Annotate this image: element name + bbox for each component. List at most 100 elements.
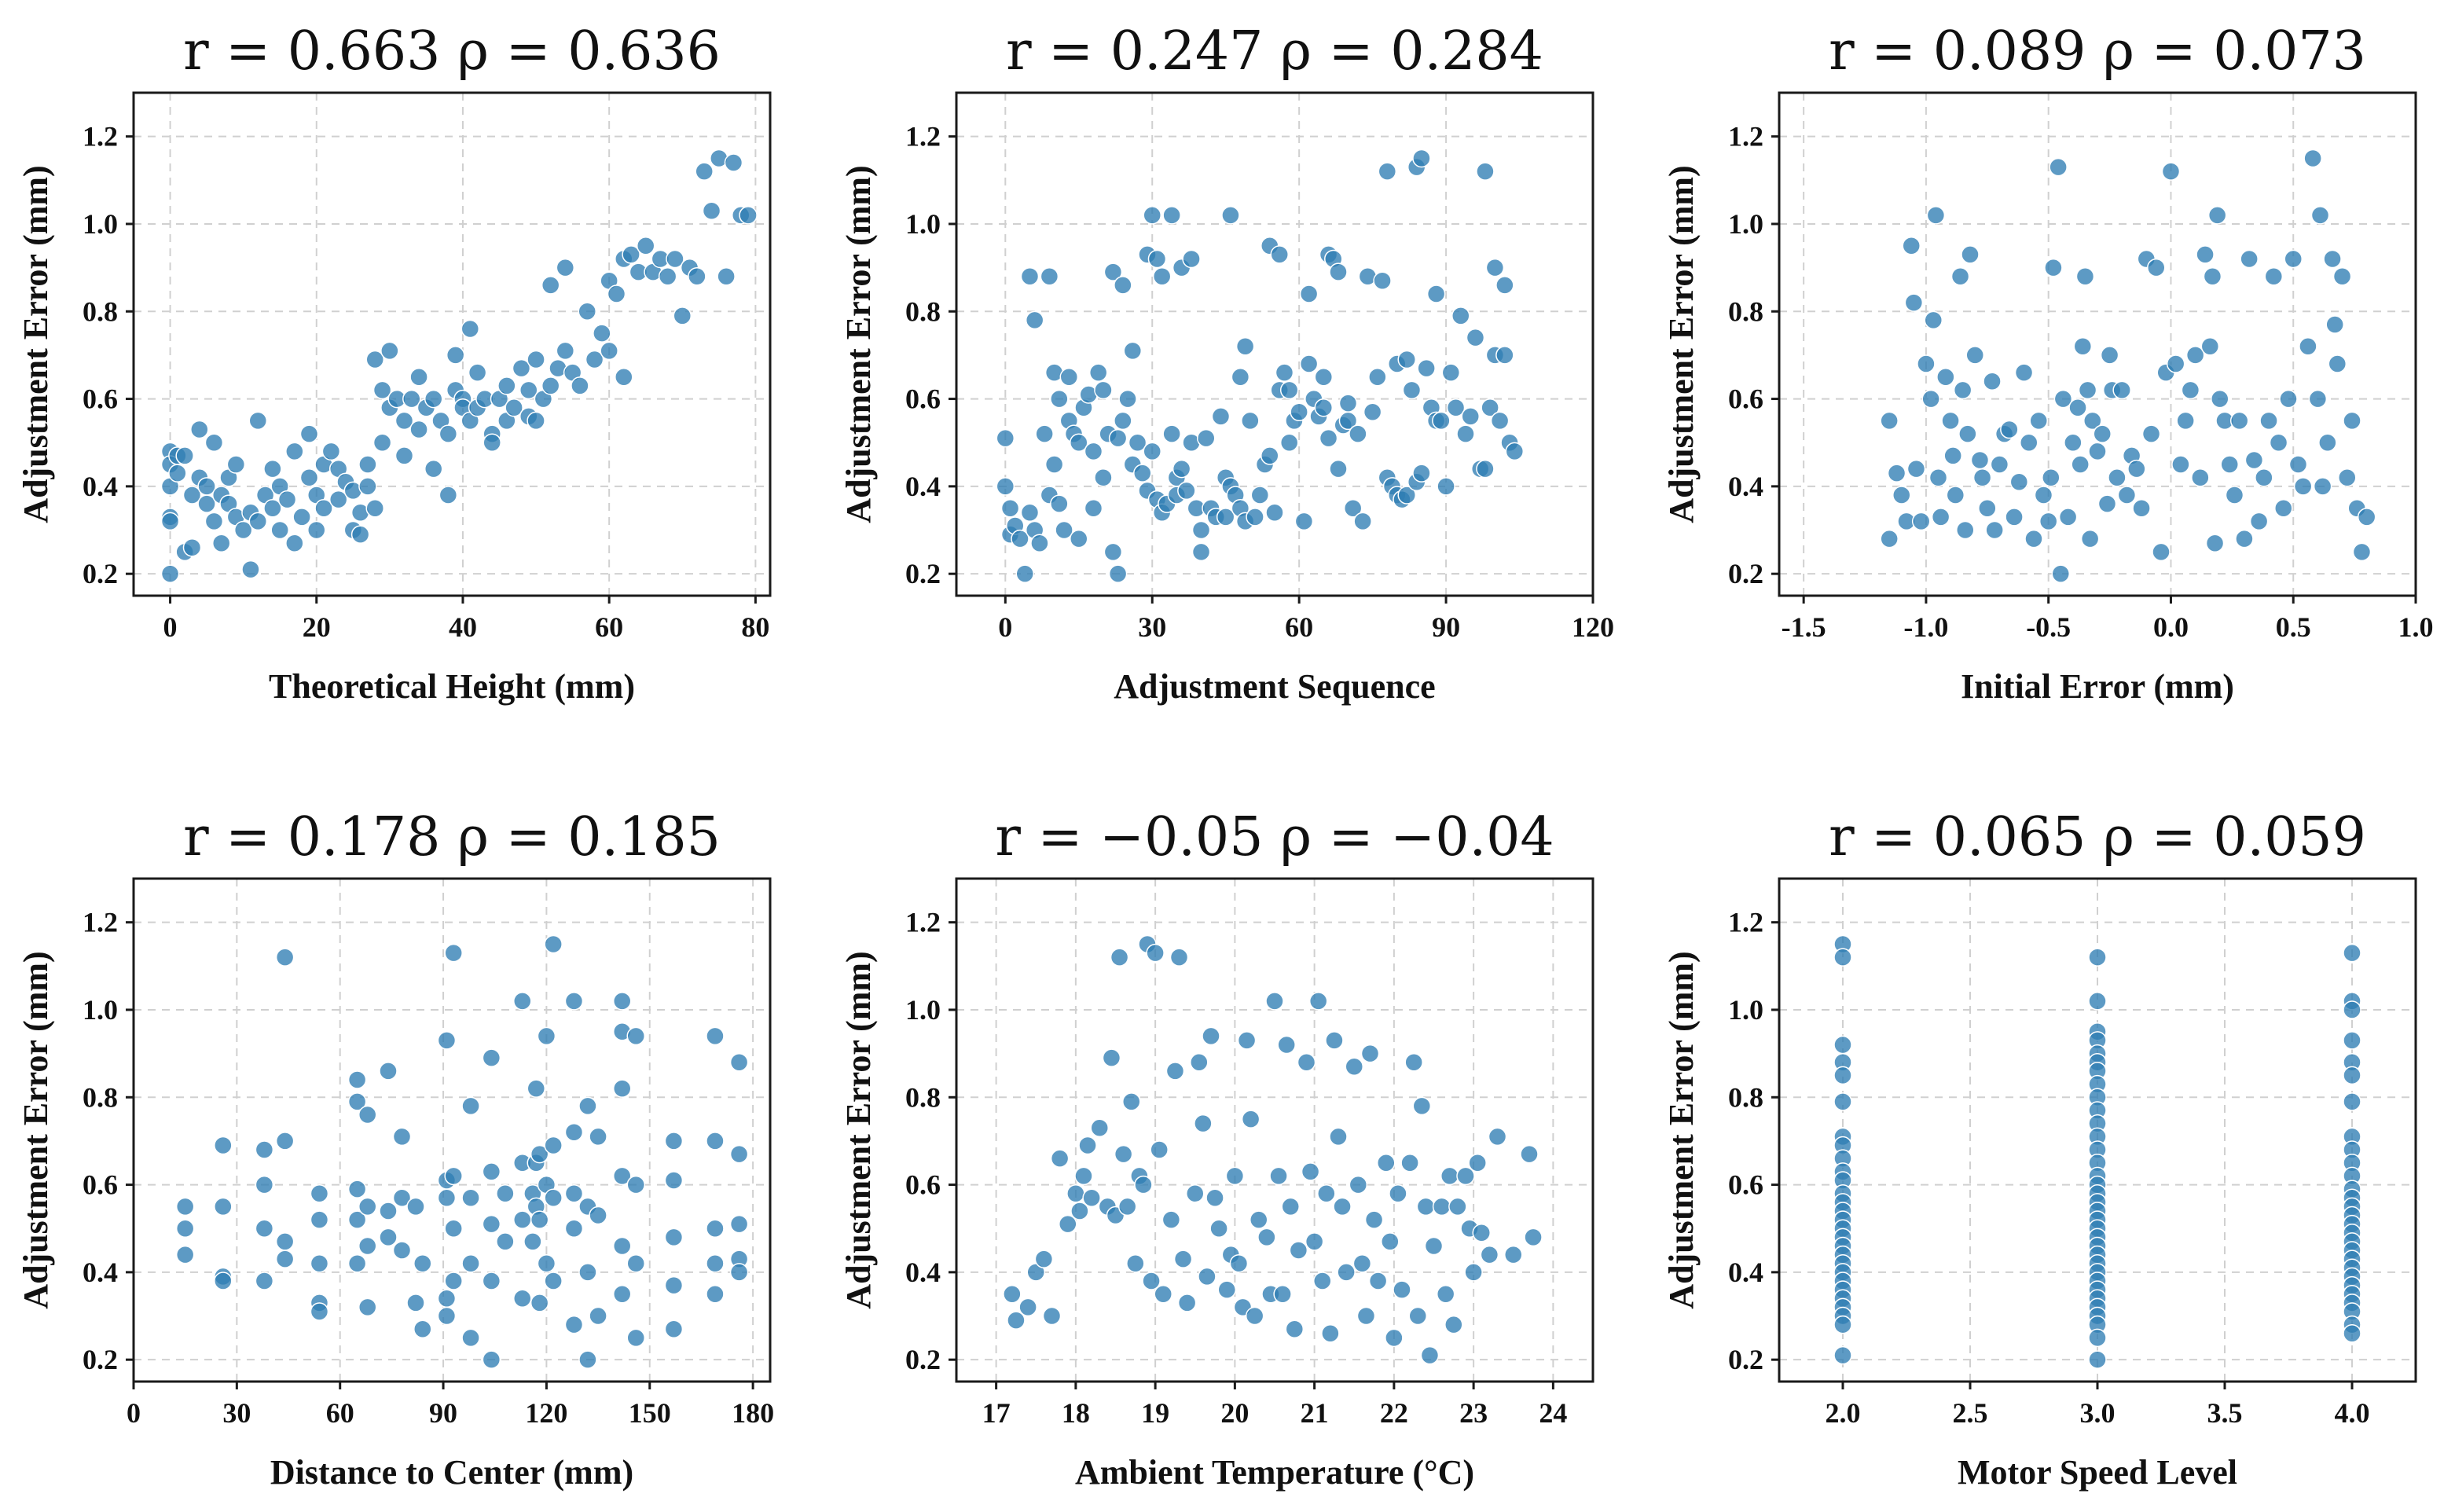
data-point xyxy=(1265,503,1284,523)
data-point xyxy=(1349,424,1367,443)
data-point xyxy=(1833,1315,1852,1334)
data-point xyxy=(409,420,428,439)
data-point xyxy=(1472,1224,1491,1242)
x-tick-label: 90 xyxy=(1432,611,1460,643)
x-tick-label: 180 xyxy=(732,1397,774,1429)
data-point xyxy=(2338,468,2357,487)
data-point xyxy=(717,266,736,286)
data-point xyxy=(2207,206,2227,225)
chart-panel-1: 0 20 40 60 80 0.2 0.4 0.6 0.8 1.0 1.2 r = 0.663 ρ =… xyxy=(17,20,772,706)
data-point xyxy=(394,411,414,431)
chart-panel-2: 0 30 60 90 120 0.2 0.4 0.6 0.8 1.0 1.2 r = 0.247 ρ … xyxy=(839,20,1614,706)
data-point xyxy=(1363,402,1382,422)
data-point xyxy=(1397,486,1416,505)
x-tick-label: 30 xyxy=(222,1397,251,1429)
data-point xyxy=(1301,1162,1320,1181)
data-point xyxy=(706,1219,725,1238)
data-point xyxy=(314,498,333,518)
data-point xyxy=(2083,411,2102,431)
data-point xyxy=(1400,1153,1419,1173)
data-point xyxy=(593,324,611,343)
data-point xyxy=(1030,534,1049,552)
data-point xyxy=(461,1253,480,1273)
data-point xyxy=(1110,948,1129,967)
y-tick-label: 0.8 xyxy=(83,1081,118,1113)
data-point xyxy=(1273,1284,1292,1304)
chart-title: r = 0.089 ρ = 0.073 xyxy=(1829,20,2366,83)
data-point xyxy=(1044,455,1064,474)
data-point xyxy=(444,943,463,963)
data-point xyxy=(724,153,743,172)
chart-panel-5: 17 18 19 20 21 22 23 24 0.2 0.4 0.6 0.8 1.0 1.2 r = −0… xyxy=(839,806,1594,1492)
data-point xyxy=(739,206,758,225)
x-tick-label: 1.0 xyxy=(2398,611,2434,643)
data-point xyxy=(1504,1245,1523,1264)
x-tick-label: 22 xyxy=(1380,1397,1408,1429)
data-point xyxy=(2200,337,2220,356)
x-tick-label: 18 xyxy=(1062,1397,1090,1429)
data-point xyxy=(292,508,311,527)
data-point xyxy=(1985,520,2004,540)
data-point xyxy=(461,319,480,339)
data-point xyxy=(1162,206,1181,225)
y-tick-label: 0.8 xyxy=(1728,1081,1763,1113)
y-tick-label: 0.8 xyxy=(83,295,118,327)
data-point xyxy=(1408,1306,1427,1326)
data-point xyxy=(299,424,319,443)
data-point xyxy=(2100,346,2119,365)
data-point xyxy=(2343,1324,2361,1343)
data-point xyxy=(1965,346,1984,365)
data-point xyxy=(1308,992,1328,1011)
data-point xyxy=(556,341,575,361)
data-point xyxy=(1314,398,1334,417)
data-point xyxy=(1078,1136,1097,1155)
data-point xyxy=(365,350,384,369)
data-point xyxy=(1161,1210,1181,1229)
data-point xyxy=(1035,424,1054,443)
data-point xyxy=(263,498,282,518)
data-point xyxy=(1070,1202,1089,1220)
data-point xyxy=(1082,1188,1101,1208)
plot-frame xyxy=(955,91,1594,597)
data-point xyxy=(380,341,399,361)
data-point xyxy=(1926,206,1946,225)
data-point xyxy=(702,201,721,221)
data-point xyxy=(612,1079,632,1098)
data-point xyxy=(1084,442,1103,461)
data-point xyxy=(1906,459,1926,479)
data-point xyxy=(190,420,209,439)
data-point xyxy=(2284,249,2303,269)
data-point xyxy=(1961,245,1980,264)
data-point xyxy=(482,1350,501,1369)
data-point xyxy=(1931,508,1950,527)
data-point xyxy=(2073,337,2093,356)
data-point xyxy=(706,1253,725,1273)
data-point xyxy=(275,1232,295,1251)
data-point xyxy=(226,455,246,474)
data-point xyxy=(1237,1031,1257,1050)
x-tick-label: 120 xyxy=(525,1397,567,1429)
y-tick-label: 0.4 xyxy=(1728,471,1763,502)
data-point xyxy=(1378,162,1397,181)
data-point xyxy=(2303,149,2322,168)
x-tick-label: 40 xyxy=(449,611,477,643)
data-point xyxy=(544,1188,563,1208)
data-point xyxy=(1235,337,1255,356)
data-point xyxy=(204,433,224,452)
data-point xyxy=(729,1214,749,1234)
data-point xyxy=(1070,529,1088,549)
data-point xyxy=(1416,1197,1436,1217)
y-tick-label: 1.0 xyxy=(905,994,941,1026)
chart-panel-4: 0 30 60 90 120 150 180 0.2 0.4 0.6 0.8 1.0 1.2 r = 0.… xyxy=(17,806,774,1492)
data-point xyxy=(2343,1000,2361,1019)
data-point xyxy=(2244,450,2264,470)
y-tick-label: 1.0 xyxy=(1728,208,1763,240)
data-point xyxy=(2053,389,2073,409)
data-point xyxy=(1165,1062,1185,1081)
data-point xyxy=(2203,266,2222,286)
x-tick-label: 120 xyxy=(1572,611,1614,643)
x-tick-label: 60 xyxy=(1285,611,1313,643)
data-point xyxy=(1190,1052,1209,1072)
data-point xyxy=(233,520,253,540)
data-point xyxy=(1329,459,1348,479)
